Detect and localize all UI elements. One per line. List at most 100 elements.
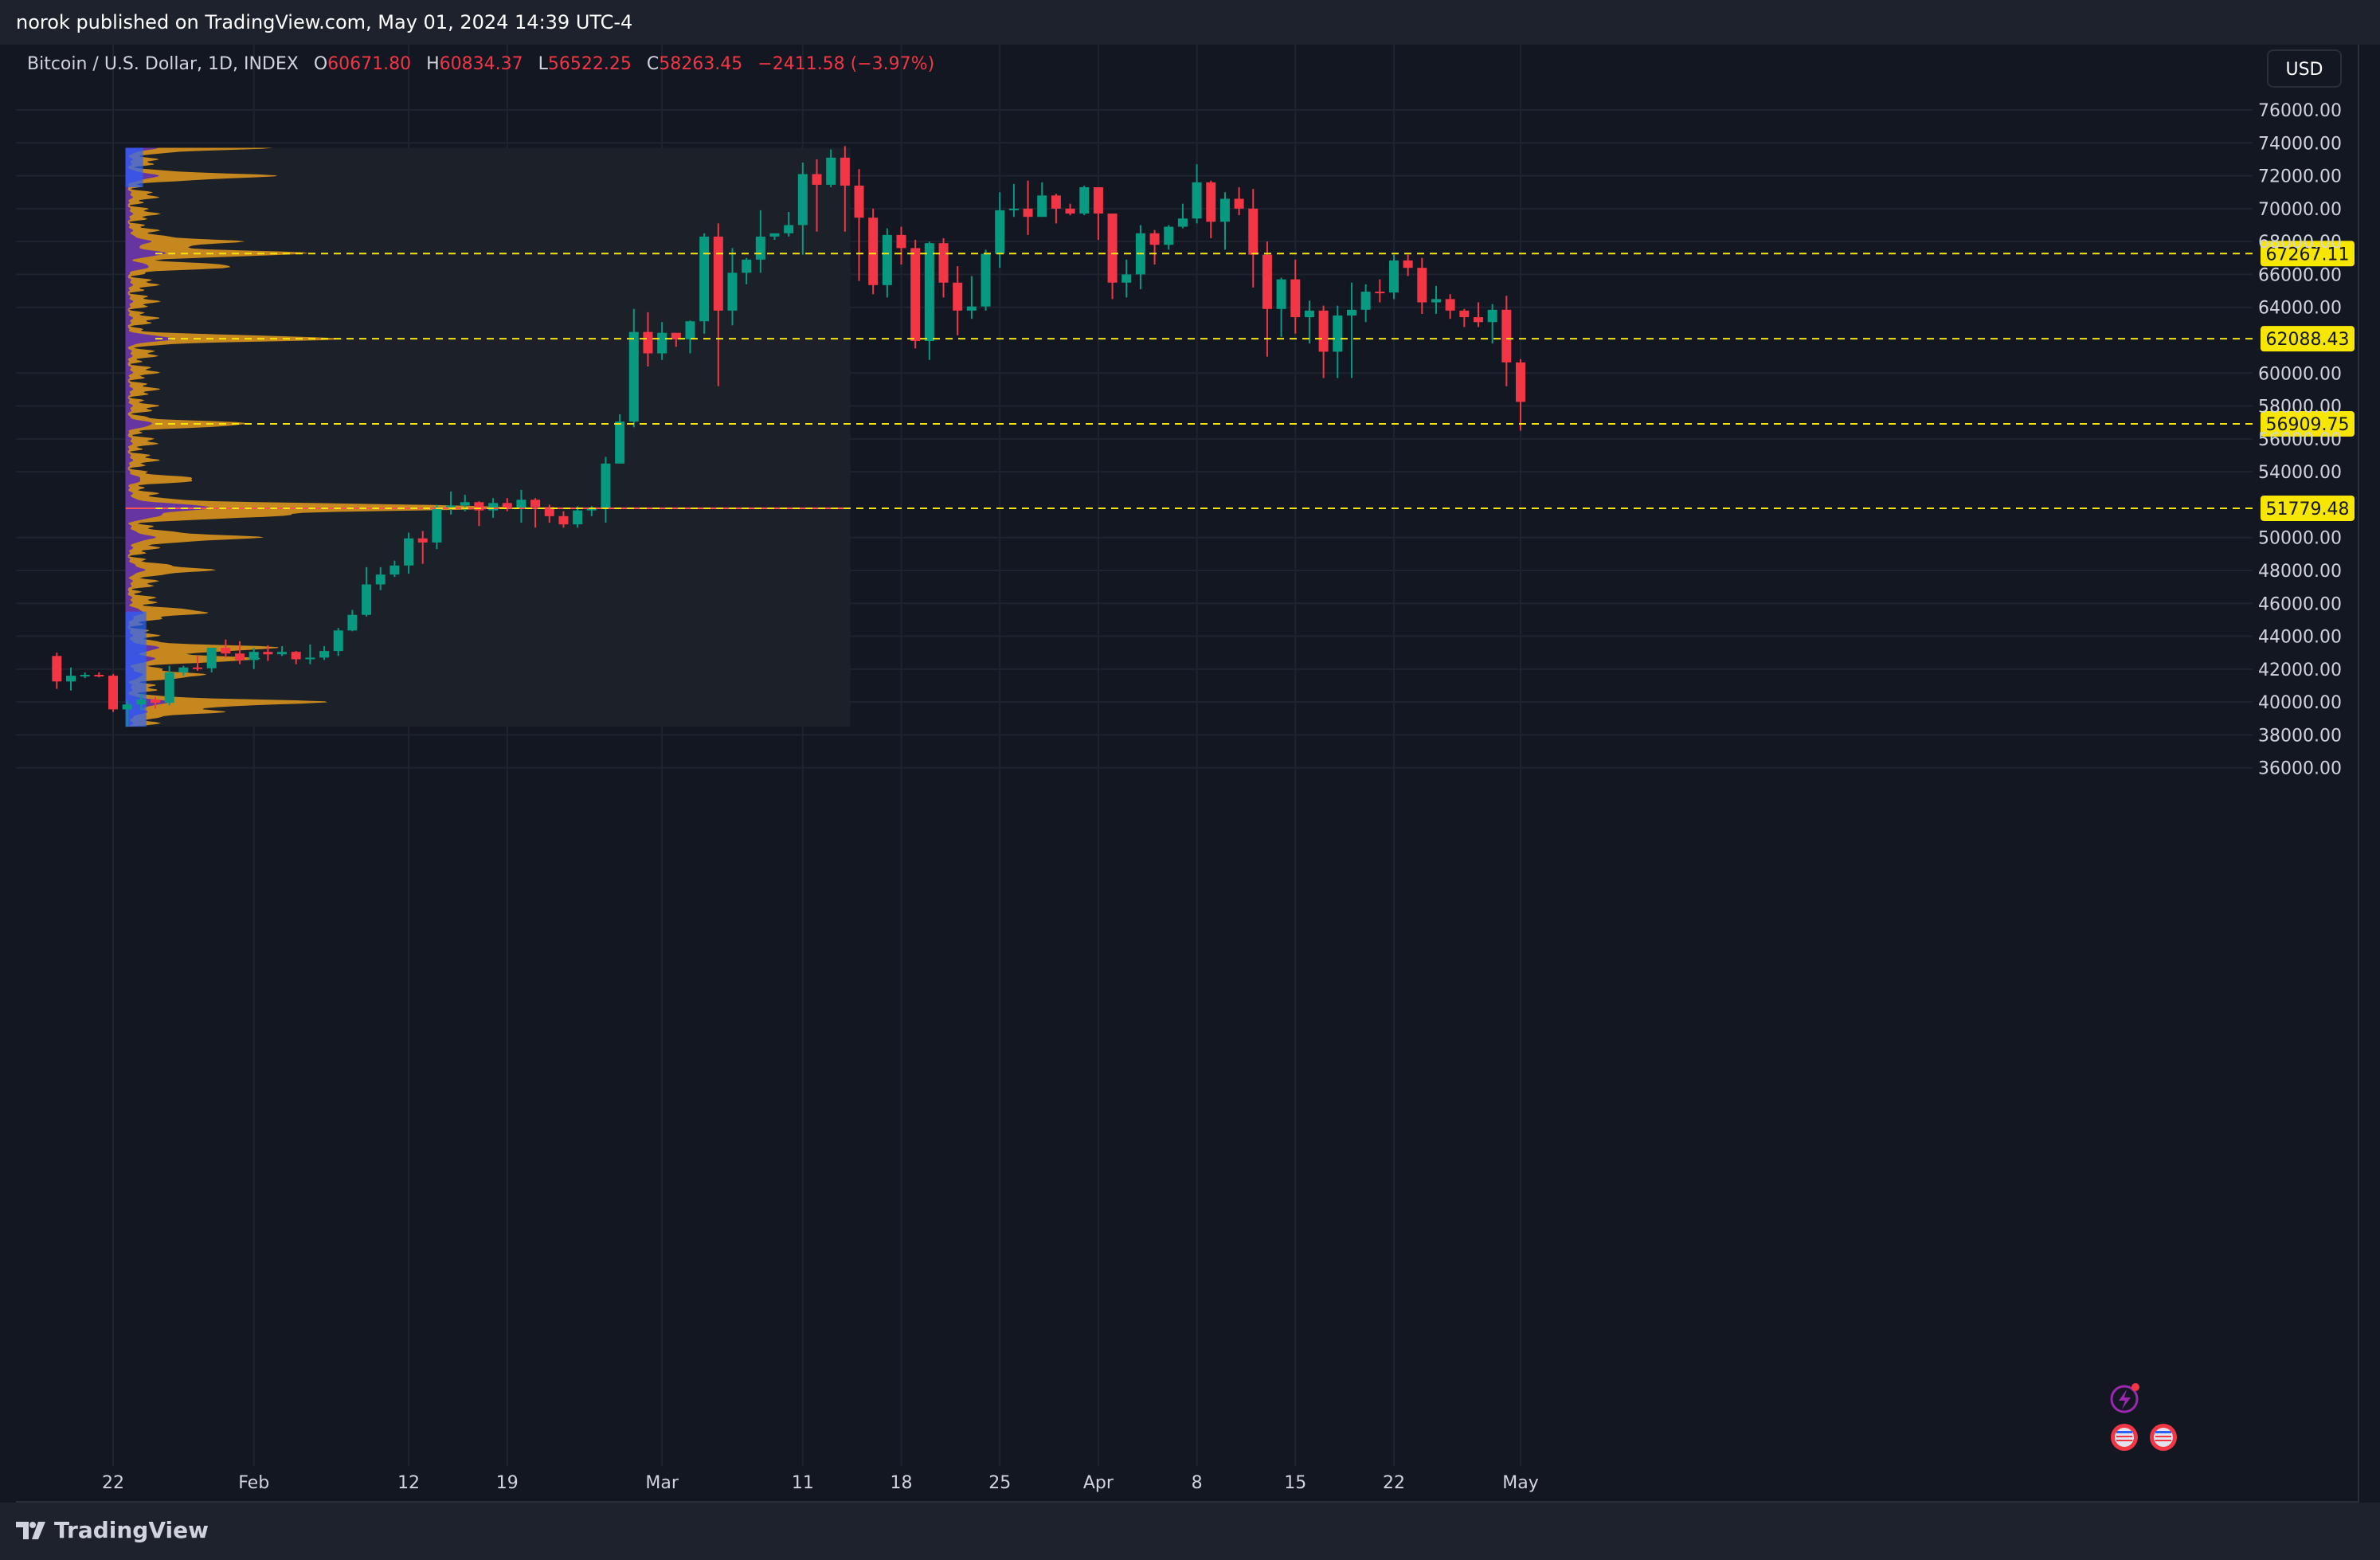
candle-body [1516,362,1525,402]
candle [108,674,118,712]
candle-body [65,676,76,682]
candle-body [1403,260,1413,268]
candle-body [488,503,499,511]
y-tick-label: 76000.00 [2258,101,2342,121]
candle-body [628,331,639,422]
level-price-tag[interactable] [2261,326,2355,352]
y-tick-label: 58000.00 [2258,398,2342,417]
x-tick-label: 8 [1192,1473,1203,1493]
candle-body [1318,310,1329,352]
candle [164,665,174,706]
candle-body [136,700,147,705]
candle-body [263,652,273,655]
level-price-tag[interactable] [2261,495,2355,521]
horizontal-level[interactable]: 67267.11 [155,241,2355,267]
candle [362,566,372,617]
level-price-label: 62088.43 [2266,330,2350,350]
published-text: norok published on TradingView.com, May … [16,11,633,33]
candle-body [1248,208,1259,255]
us-flag-event-icon[interactable] [2111,1424,2138,1451]
y-tick-label: 60000.00 [2258,364,2342,384]
candle [122,700,132,727]
lightning-icon[interactable] [2110,1383,2139,1413]
x-tick-label: May [1502,1473,1538,1493]
level-price-label: 56909.75 [2266,415,2350,435]
candle-body [1023,208,1033,218]
level-price-tag[interactable] [2261,411,2355,437]
profile-segment [125,147,143,188]
candle-body [94,675,104,677]
candle-body [840,157,850,186]
candle-body [981,253,991,307]
y-tick-label: 70000.00 [2258,200,2342,220]
candle-body [249,652,259,660]
profile-range-box [125,147,851,727]
candle-body [755,236,765,260]
candle [136,693,147,711]
y-tick-label: 38000.00 [2258,726,2342,746]
candle-body [685,321,695,339]
x-tick-label: Apr [1083,1473,1114,1493]
x-tick-label: Mar [645,1473,679,1493]
y-tick-label: 72000.00 [2258,167,2342,187]
candle-body [924,243,934,342]
candle-body [362,584,372,615]
close-value: 58263.45 [659,54,743,74]
candle-body [1051,195,1061,209]
candle-body [1445,299,1455,311]
us-flag-event-icon[interactable] [2150,1424,2177,1451]
candle-body [966,306,977,311]
symbol-legend: Bitcoin / U.S. Dollar, 1D, INDEX O60671.… [27,54,934,74]
y-tick-label: 64000.00 [2258,299,2342,319]
candle-body [558,515,569,525]
candle-body [1375,292,1385,294]
candle [1487,304,1497,344]
candle-body [333,630,343,652]
candle [938,238,949,298]
candle-body [573,510,583,525]
horizontal-levels[interactable]: 67267.11 62088.43 56909.75 51779.48 [155,241,2355,521]
candle-body [1417,268,1427,303]
x-tick-label: 18 [891,1473,913,1493]
candle-body [1219,198,1230,222]
candle [558,511,569,528]
change-value: −2411.58 (−3.97%) [757,54,935,74]
candle-body [1065,208,1075,214]
currency-button[interactable]: USD [2267,49,2342,88]
candle [52,653,62,689]
event-icons[interactable] [2110,1383,2177,1451]
candle-body [643,331,653,354]
candle [840,146,850,232]
tradingview-logo[interactable]: TradingView [16,1517,209,1543]
candle-body [1459,310,1470,318]
x-tick-label: 15 [1284,1473,1306,1493]
y-tick-label: 42000.00 [2258,660,2342,680]
level-price-label: 67267.11 [2266,245,2350,265]
candle [1459,308,1470,327]
candle [1037,182,1047,218]
price-axis[interactable]: 76000.00 74000.00 72000.00 70000.00 68000.00… [2258,101,2342,779]
candle [1516,359,1525,431]
candle [530,498,541,528]
horizontal-level[interactable]: 51779.48 [155,495,2355,521]
candle [389,560,400,578]
time-axis[interactable]: 22 Feb 12 19 Mar 11 18 25 Apr 8 15 22 May [102,1473,1539,1493]
candle-body [1008,208,1019,210]
horizontal-level[interactable]: 62088.43 [155,326,2355,352]
candle-body [1473,317,1483,323]
y-tick-label: 56000.00 [2258,430,2342,450]
candle [1121,259,1132,298]
candle [94,672,104,678]
candle [277,645,288,657]
candle-body [80,675,90,677]
candle [882,228,892,298]
candle-body [516,500,526,508]
level-price-tag[interactable] [2261,241,2355,267]
candle-body [1164,226,1174,245]
horizontal-level[interactable]: 56909.75 [155,411,2355,437]
candle [1346,282,1356,378]
candle-body [854,185,864,218]
candle-body [178,667,189,672]
y-tick-label: 44000.00 [2258,628,2342,648]
